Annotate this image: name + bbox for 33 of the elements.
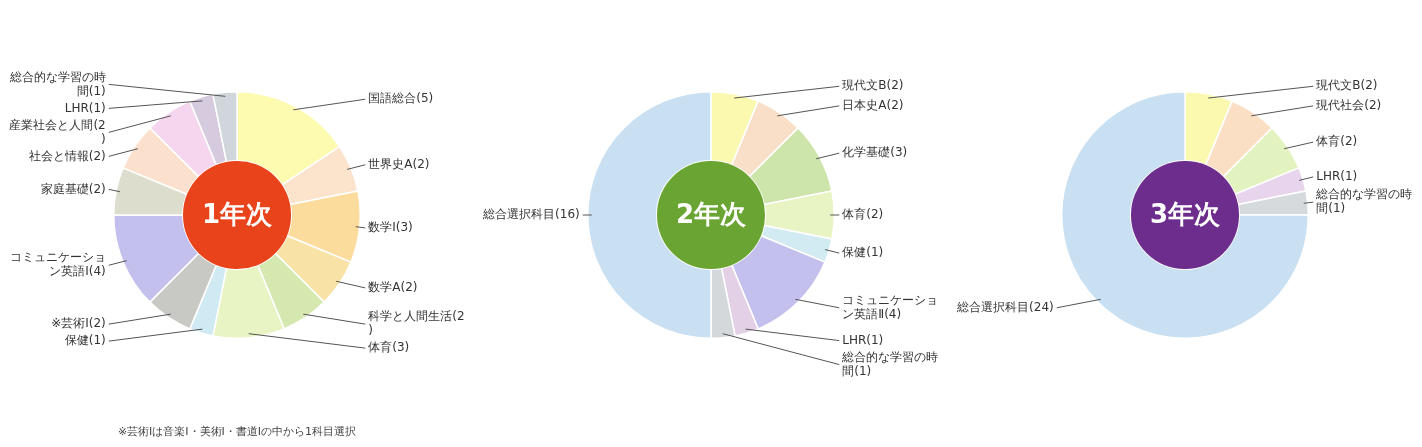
slice-label: 現代文B(2) <box>1316 78 1378 93</box>
slice-label: 保健(1) <box>842 245 884 260</box>
slice-label: LHR(1) <box>1316 169 1358 184</box>
slice-label: LHR(1) <box>842 332 884 347</box>
slice-label: 総合的な学習の時間(1) <box>841 349 939 378</box>
slice-label: 総合選択科目(16) <box>482 207 580 222</box>
slice-label: LHR(1) <box>64 100 106 115</box>
slice-label: 総合的な学習の時間(1) <box>8 69 106 98</box>
slice-label: 家庭基礎(2) <box>40 181 106 196</box>
text: 3年次 <box>1131 161 1239 269</box>
text: ※芸術Ⅰは音楽Ⅰ・美術Ⅰ・書道Ⅰの中から1科目選択 <box>116 424 358 439</box>
slice-label: 体育(3) <box>368 340 410 355</box>
slice-label: 科学と人間生活(2) <box>368 309 465 338</box>
slice-label: 現代社会(2) <box>1316 97 1382 112</box>
slice-label: 社会と情報(2) <box>28 148 106 163</box>
slice-label: 現代文B(2) <box>842 78 904 93</box>
slice-label: 国語総合(5) <box>368 91 434 106</box>
slice-label: 世界史A(2) <box>368 156 430 171</box>
slice-label: 数学Ⅰ(3) <box>368 219 413 234</box>
slice-label: コミュニケーション英語Ⅱ(4) <box>842 292 939 321</box>
slice-label: 総合選択科目(24) <box>956 299 1054 314</box>
slice-label: 総合的な学習の時間(1) <box>1315 187 1413 216</box>
slice-label: 数学A(2) <box>368 280 418 295</box>
text: 1年次 <box>183 161 291 269</box>
slice-label: 保健(1) <box>64 333 106 348</box>
text: 2年次 <box>657 161 765 269</box>
slice-label: コミュニケーション英語Ⅰ(4) <box>9 250 106 279</box>
slice-label: 体育(2) <box>842 207 884 222</box>
slice-label: 日本史A(2) <box>842 97 904 112</box>
slice-label: 体育(2) <box>1316 134 1358 149</box>
slice-label: 化学基礎(3) <box>842 145 908 160</box>
slice-label: 産業社会と人間(2) <box>9 117 106 146</box>
slice-label: ※芸術Ⅰ(2) <box>51 316 106 331</box>
